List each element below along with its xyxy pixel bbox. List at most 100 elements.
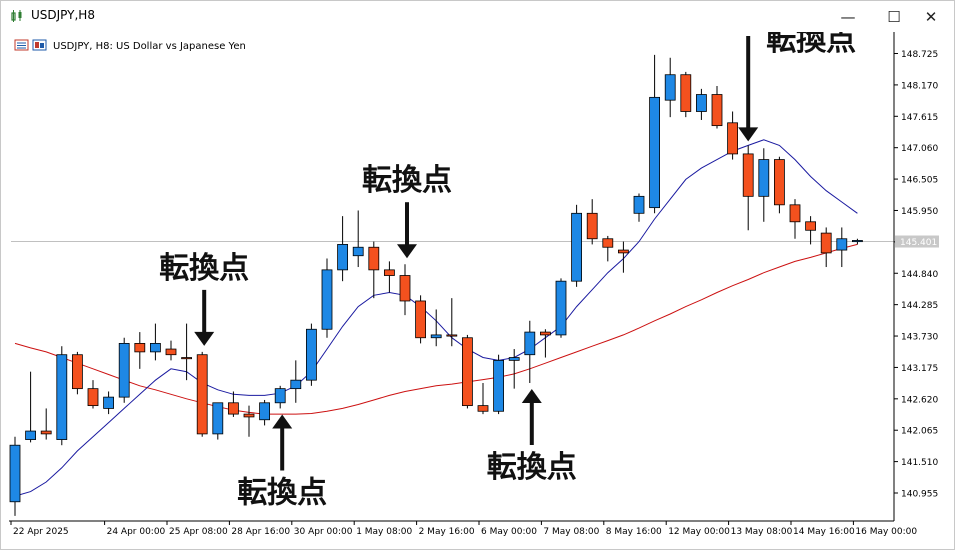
slow-moving-average-line [14, 243, 858, 415]
candle [618, 241, 629, 273]
chart-menu-icon[interactable] [14, 39, 29, 51]
candle-body [789, 204, 801, 223]
candle [40, 408, 52, 440]
candle-body [118, 342, 130, 398]
candle [602, 235, 614, 262]
candle [852, 238, 863, 245]
candle-body [446, 334, 458, 337]
turning-point-label: 転換点 [487, 450, 577, 485]
candle-body [852, 240, 863, 243]
time-tick-label: 22 Apr 2025 [13, 527, 69, 537]
candle-body [477, 405, 489, 412]
turning-point-arrow-head [272, 414, 293, 429]
candle-body [181, 357, 193, 360]
time-tick-label: 2 May 16:00 [419, 527, 475, 537]
candle-body [508, 357, 520, 361]
candle-body [399, 275, 411, 302]
time-tick-label: 25 Apr 08:00 [169, 527, 228, 537]
window-title: USDJPY,H8 [31, 8, 95, 22]
time-tick-label: 7 May 08:00 [543, 527, 599, 537]
candle-body [461, 337, 473, 407]
candle [259, 399, 271, 426]
candle-body [774, 159, 785, 206]
candle [290, 360, 302, 403]
price-tick-label: 142.620 [901, 395, 938, 405]
price-tick-label: 148.170 [901, 81, 938, 91]
time-tick-label: 6 May 00:00 [481, 527, 537, 537]
candle [243, 405, 255, 437]
minimize-button[interactable]: — [831, 5, 865, 29]
candle-body [758, 159, 770, 197]
time-tick-label: 14 May 16:00 [793, 527, 855, 537]
close-button[interactable]: ✕ [914, 5, 948, 29]
turning-point-label: 転換点 [237, 475, 327, 510]
candle [820, 227, 832, 268]
candle-body [25, 430, 37, 440]
candle-body [711, 94, 723, 127]
candle-body [664, 74, 676, 101]
candle [321, 258, 333, 338]
candle-body [430, 334, 442, 339]
turning-point-arrow-head [521, 388, 542, 403]
price-chart[interactable]: USDJPY, H8: US Dollar vs Japanese Yen 14… [9, 23, 949, 545]
candle-body [820, 232, 832, 254]
candle-body [165, 348, 177, 356]
price-tick-label: 148.725 [901, 50, 938, 60]
candle [540, 329, 551, 358]
candle-body [415, 300, 427, 339]
title-bar[interactable]: USDJPY,H8 — ☐ ✕ [1, 1, 954, 32]
candle [9, 436, 21, 516]
minimize-icon: — [840, 8, 856, 26]
candle [103, 391, 114, 415]
candle [305, 323, 317, 386]
price-tick-label: 144.840 [901, 270, 938, 280]
candle [758, 148, 770, 222]
candle-body [836, 238, 848, 251]
time-tick-label: 1 May 08:00 [356, 527, 412, 537]
candle-body [493, 359, 505, 412]
candle-body [696, 94, 707, 112]
candle-body [56, 354, 68, 440]
chart-area[interactable]: USDJPY, H8: US Dollar vs Japanese Yen 14… [9, 23, 949, 545]
price-tick-label: 147.615 [901, 113, 938, 123]
candle [711, 86, 723, 129]
candle-body [9, 444, 21, 503]
close-icon: ✕ [924, 8, 938, 26]
turning-point-arrow-head [397, 244, 417, 259]
candle [56, 346, 68, 446]
candle [337, 216, 349, 282]
price-tick-label: 143.175 [901, 364, 938, 374]
candle [227, 391, 239, 417]
candle [571, 204, 582, 287]
candle-body [352, 246, 364, 257]
current-price-label: 145.401 [900, 238, 937, 248]
candle-body [540, 331, 551, 336]
price-tick-label: 143.730 [901, 333, 938, 343]
candle-body [602, 238, 614, 248]
maximize-button[interactable]: ☐ [877, 5, 911, 29]
candle [805, 216, 816, 245]
price-tick-label: 146.505 [901, 176, 938, 186]
candle [383, 261, 395, 293]
candle [134, 332, 146, 369]
candle-body [259, 402, 271, 421]
current-price-box [895, 235, 939, 248]
chart-symbol-header: USDJPY, H8: US Dollar vs Japanese Yen [53, 41, 246, 52]
price-tick-label: 147.060 [901, 144, 938, 154]
candle [368, 241, 380, 299]
candle-body [290, 379, 302, 390]
maximize-icon: ☐ [887, 8, 901, 26]
candle [586, 199, 598, 245]
candle-body [274, 388, 286, 404]
candle-body [618, 249, 629, 254]
candle [836, 227, 848, 268]
time-tick-label: 24 Apr 00:00 [107, 527, 166, 537]
candle-body [742, 153, 754, 197]
turning-point-annotation: 転換点 [237, 414, 327, 510]
candle [461, 334, 473, 409]
candle [649, 54, 660, 214]
candle-body [305, 328, 317, 381]
candle-body [337, 244, 349, 271]
candle [680, 71, 692, 118]
trading-panel-icon[interactable] [32, 39, 47, 51]
